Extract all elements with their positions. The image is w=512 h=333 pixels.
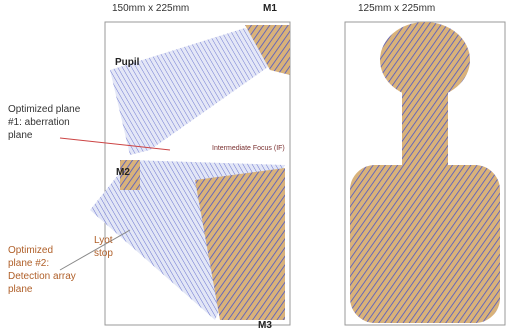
lyot-label: Lyot stop bbox=[94, 234, 124, 260]
if-label: Intermediate Focus (IF) bbox=[212, 142, 285, 155]
right-body bbox=[350, 165, 500, 323]
plane-2-label: Optimized plane #2: Detection array plan… bbox=[8, 244, 80, 296]
m2-label: M2 bbox=[116, 166, 130, 179]
pupil-label: Pupil bbox=[115, 56, 139, 69]
page: 150mm x 225mm M1 125mm x 225mm Pupil Opt… bbox=[0, 0, 512, 333]
m3-label: M3 bbox=[258, 319, 272, 332]
plane-1-label: Optimized plane #1: aberration plane bbox=[8, 103, 86, 142]
right-head bbox=[380, 22, 470, 98]
m1-label: M1 bbox=[263, 2, 277, 15]
size-label: 125mm x 225mm bbox=[358, 2, 435, 15]
size-label: 150mm x 225mm bbox=[112, 2, 189, 15]
right-neck bbox=[402, 90, 448, 165]
